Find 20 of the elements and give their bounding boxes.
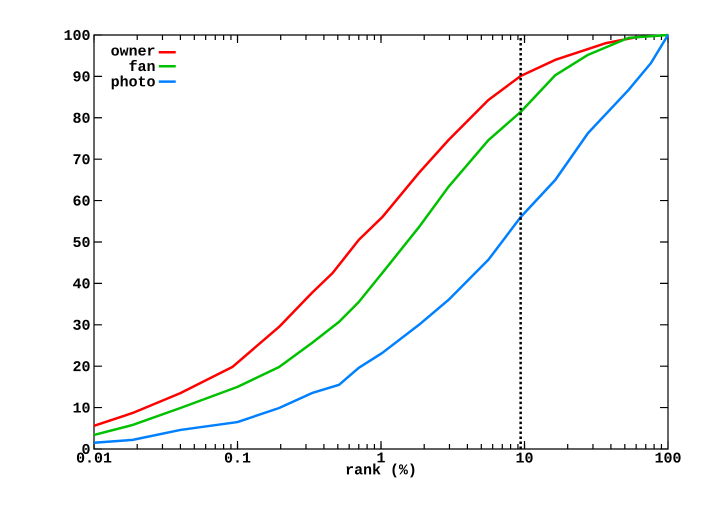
legend-label: photo (112, 76, 155, 90)
y-tick-label: 90 (73, 71, 90, 82)
legend-label: owner (111, 47, 154, 56)
y-tick-label: 60 (73, 196, 90, 206)
y-tick-label: 70 (74, 154, 90, 164)
y-tick-label: 20 (73, 361, 90, 372)
legend-label: fan (129, 60, 155, 72)
x-tick-label: 10 (516, 452, 533, 463)
x-tick-label: 0.1 (224, 452, 250, 463)
y-tick-label: 80 (73, 112, 90, 123)
y-tick-label: 100 (64, 30, 90, 40)
y-tick-label: 50 (73, 236, 90, 248)
x-tick-label: 0.01 (76, 452, 112, 463)
y-tick-label: 0 (82, 444, 90, 454)
x-tick-label: 1 (378, 452, 385, 462)
x-axis-title: rank (%) (346, 463, 414, 478)
y-tick-label: 30 (73, 320, 90, 330)
y-tick-label: 10 (74, 402, 90, 413)
x-tick-label: 100 (656, 452, 681, 463)
y-tick-label: 40 (73, 278, 90, 288)
